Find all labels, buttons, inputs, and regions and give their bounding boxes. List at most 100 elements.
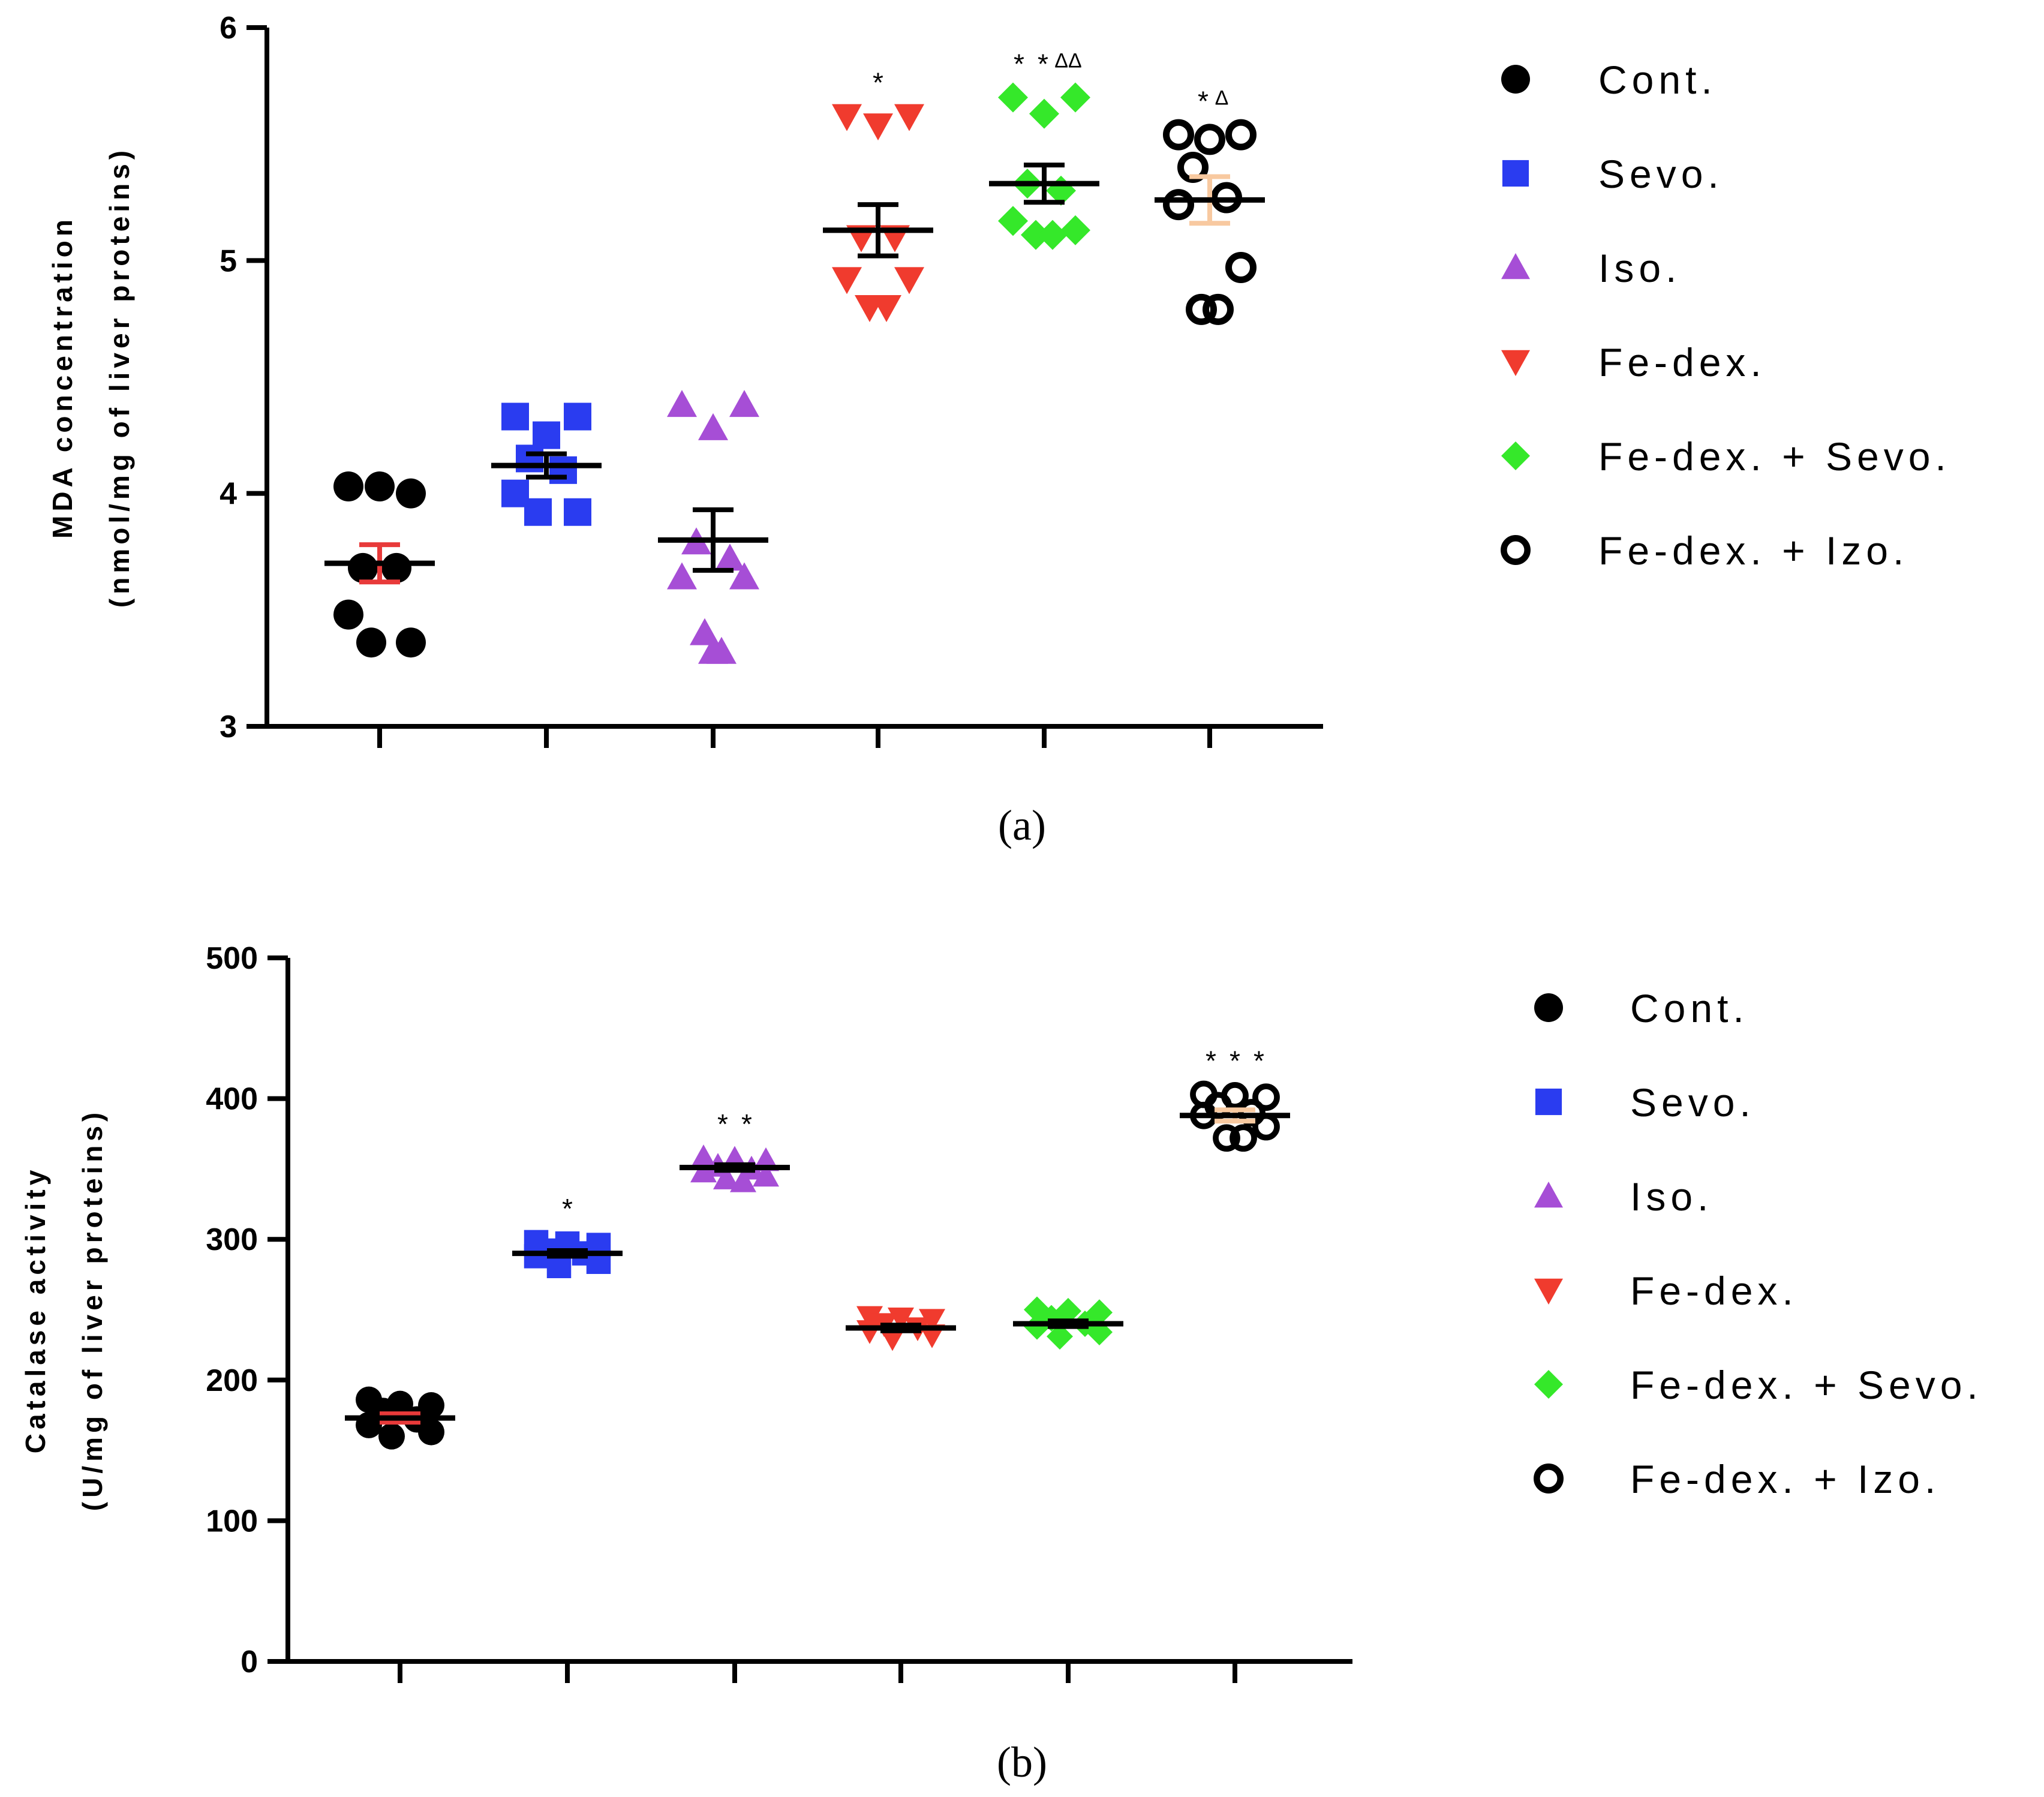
- data-point: [418, 1419, 444, 1446]
- data-point: [698, 636, 728, 664]
- data-point: [501, 402, 529, 431]
- data-point: [1203, 293, 1234, 325]
- data-point: [348, 552, 378, 583]
- legend-marker: [1534, 1370, 1563, 1399]
- legend-label: Fe-dex. + Sevo.: [1598, 434, 1951, 479]
- legend-label: Fe-dex.: [1630, 1269, 1798, 1313]
- data-point: [856, 1306, 883, 1330]
- legend-marker: [1501, 535, 1531, 565]
- data-point: [713, 1165, 740, 1189]
- legend-label: Fe-dex. + Izo.: [1598, 528, 1908, 573]
- group-cont: [345, 1386, 455, 1450]
- legend-marker: [1534, 993, 1563, 1022]
- y-tick-label: 0: [241, 1645, 258, 1679]
- data-point: [1177, 152, 1209, 183]
- data-point: [365, 471, 395, 502]
- panel-label: (a): [998, 801, 1046, 849]
- legend-label: Cont.: [1598, 58, 1717, 102]
- legend-marker: [1534, 1182, 1563, 1208]
- data-point: [715, 543, 745, 571]
- significance-marker: *: [1014, 49, 1024, 80]
- y-tick-label: 300: [206, 1222, 258, 1257]
- data-point: [1029, 98, 1059, 129]
- data-point: [1024, 1313, 1050, 1340]
- data-point: [894, 267, 924, 295]
- data-point: [832, 267, 862, 295]
- group-iso: [658, 390, 768, 664]
- group-fe-dex: *: [823, 67, 933, 322]
- data-point: [396, 627, 426, 658]
- legend-label: Iso.: [1598, 246, 1681, 290]
- y-tick-label: 100: [206, 1504, 258, 1538]
- legend-label: Fe-dex. + Izo.: [1630, 1457, 1940, 1501]
- data-point: [871, 295, 901, 322]
- y-axis-title: MDA concentration: [47, 215, 78, 539]
- significance-marker: *: [873, 67, 883, 98]
- significance-marker: *: [1230, 1045, 1240, 1077]
- data-point: [1163, 189, 1194, 221]
- group-cont: [324, 471, 435, 658]
- data-point: [1225, 251, 1257, 283]
- significance-marker: *: [1254, 1045, 1264, 1077]
- legend-marker: [1535, 1088, 1562, 1116]
- data-point: [1252, 1113, 1280, 1141]
- significance-marker: *: [741, 1108, 752, 1140]
- y-axis-title: Catalase activity: [20, 1166, 51, 1454]
- panel-label: (b): [997, 1738, 1047, 1786]
- data-point: [690, 1144, 717, 1168]
- legend-label: Sevo.: [1630, 1080, 1756, 1125]
- data-point: [919, 1309, 945, 1333]
- panel-b: 0 100 200 300 400 500 Catalase activity (U/mg o…: [20, 941, 1978, 1786]
- data-point: [333, 599, 363, 630]
- group-fe-dex-izo: * Δ: [1155, 86, 1265, 325]
- legend-marker: [1502, 160, 1529, 187]
- group-sevo: *: [512, 1193, 623, 1279]
- data-point: [690, 618, 720, 645]
- data-point: [564, 498, 591, 526]
- data-point: [1047, 1323, 1073, 1350]
- data-point: [1038, 220, 1068, 250]
- data-point: [832, 104, 862, 131]
- legend-label: Iso.: [1630, 1174, 1713, 1219]
- legend-label: Cont.: [1630, 986, 1749, 1030]
- significance-marker: *: [562, 1193, 573, 1224]
- data-point: [753, 1162, 779, 1187]
- significance-marker: *: [1206, 1045, 1216, 1077]
- y-tick-label: 400: [206, 1082, 258, 1117]
- y-axis-subtitle: (U/mg of liver proteins): [77, 1108, 108, 1511]
- legend-marker: [1501, 253, 1530, 280]
- data-point: [863, 113, 893, 141]
- data-point: [1213, 1124, 1240, 1152]
- data-point: [1186, 293, 1217, 325]
- data-point: [1252, 1083, 1280, 1111]
- significance-marker: *: [717, 1108, 728, 1140]
- data-point: [1163, 119, 1194, 151]
- data-point: [1021, 220, 1051, 250]
- significance-marker: ΔΔ: [1054, 50, 1081, 73]
- data-point: [667, 390, 697, 417]
- group-fe-dex: [846, 1306, 956, 1351]
- legend-label: Sevo.: [1598, 152, 1724, 196]
- data-point: [998, 206, 1028, 236]
- significance-marker: *: [1038, 49, 1048, 80]
- group-fe-dex-sevo: [1013, 1296, 1123, 1350]
- y-tick-label: 6: [220, 11, 237, 46]
- legend-marker: [1501, 441, 1530, 470]
- group-fe-dex-izo: * * *: [1180, 1045, 1290, 1152]
- data-point: [549, 456, 577, 484]
- data-point: [1060, 82, 1090, 113]
- legend-marker: [1501, 65, 1530, 94]
- data-point: [524, 1244, 549, 1269]
- data-point: [729, 390, 759, 417]
- y-tick-label: 3: [220, 710, 237, 744]
- data-point: [730, 1168, 756, 1192]
- data-point: [879, 1327, 906, 1351]
- legend-marker: [1534, 1278, 1563, 1305]
- legend-marker: [1501, 350, 1530, 376]
- data-point: [667, 562, 697, 590]
- data-point: [729, 562, 759, 590]
- data-point: [381, 552, 411, 583]
- y-tick-label: 5: [220, 244, 237, 278]
- y-tick-label: 500: [206, 941, 258, 976]
- significance-marker: Δ: [1215, 87, 1229, 110]
